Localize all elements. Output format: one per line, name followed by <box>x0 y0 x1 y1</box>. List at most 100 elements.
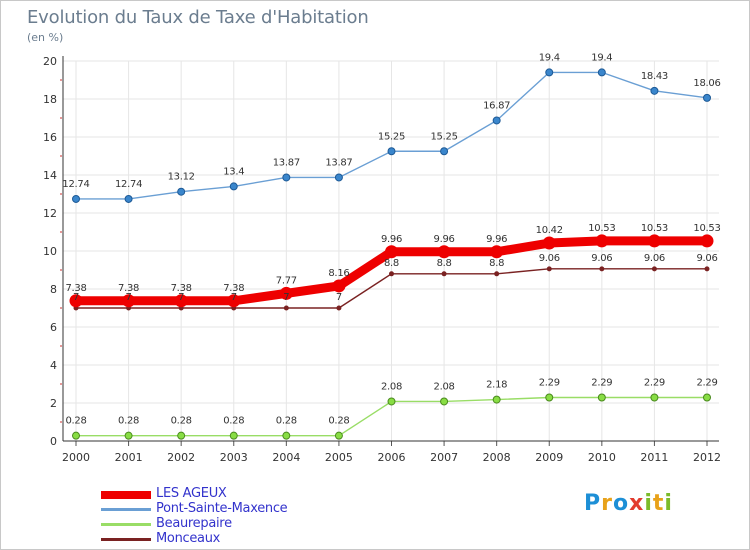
data-point <box>124 194 133 203</box>
data-point <box>124 431 133 440</box>
y-tick-label: 16 <box>43 131 57 144</box>
x-tick-label: 2001 <box>115 451 143 464</box>
x-tick-label: 2007 <box>430 451 458 464</box>
data-label: 2.29 <box>591 377 612 388</box>
legend-item-beaurepaire: Beaurepaire <box>101 516 361 531</box>
data-label: 18.43 <box>641 71 668 82</box>
data-label: 8.8 <box>437 258 452 269</box>
data-point <box>387 397 396 406</box>
legend-swatch <box>101 523 151 526</box>
data-label: 18.06 <box>693 78 720 89</box>
data-label: 9.06 <box>539 253 560 264</box>
data-point <box>441 271 447 277</box>
chart-title: Evolution du Taux de Taxe d'Habitation <box>27 7 369 28</box>
data-point <box>332 279 346 293</box>
data-point <box>599 266 605 272</box>
data-label: 0.28 <box>65 416 86 427</box>
data-label: 0.28 <box>276 416 297 427</box>
data-label: 19.4 <box>591 52 612 63</box>
legend-label: Monceaux <box>156 531 221 546</box>
data-label: 10.53 <box>693 223 720 234</box>
data-point <box>703 393 711 402</box>
data-point <box>177 431 186 440</box>
data-label: 7.38 <box>223 283 244 294</box>
legend-swatch <box>101 508 151 511</box>
data-label: 9.06 <box>591 253 612 264</box>
data-label: 0.28 <box>328 416 349 427</box>
data-label: 0.28 <box>223 416 244 427</box>
data-label: 7 <box>336 292 342 303</box>
x-tick-label: 2010 <box>588 451 616 464</box>
data-point <box>72 431 80 440</box>
legend-swatch <box>101 538 151 541</box>
x-tick-label: 2012 <box>693 451 721 464</box>
legend-item-les-ageux: LES AGEUX <box>101 486 361 501</box>
data-label: 12.74 <box>62 179 89 190</box>
legend-item-monceaux: Monceaux <box>101 531 361 546</box>
data-point <box>440 147 449 156</box>
data-label: 8.8 <box>489 258 504 269</box>
data-label: 7 <box>231 292 237 303</box>
data-point <box>283 305 289 311</box>
data-label: 8.8 <box>384 258 399 269</box>
data-point <box>597 393 606 402</box>
data-label: 0.28 <box>171 416 192 427</box>
data-label: 15.25 <box>431 131 458 142</box>
data-label: 7 <box>178 292 184 303</box>
data-label: 10.53 <box>588 223 615 234</box>
data-point <box>279 286 293 300</box>
data-point <box>542 236 556 250</box>
data-label: 8.16 <box>328 268 349 279</box>
data-point <box>651 266 657 272</box>
data-label: 10.42 <box>536 225 563 236</box>
data-point <box>492 116 501 125</box>
data-label: 2.18 <box>486 380 507 391</box>
data-point <box>647 234 661 248</box>
x-tick-label: 2000 <box>62 451 90 464</box>
data-label: 2.29 <box>539 377 560 388</box>
data-point <box>227 294 241 308</box>
data-point <box>703 93 711 102</box>
data-label: 15.25 <box>378 131 405 142</box>
data-point <box>597 68 606 77</box>
y-tick-label: 12 <box>43 207 57 220</box>
legend-item-pont-sainte-maxence: Pont-Sainte-Maxence <box>101 501 361 516</box>
y-tick-label: 14 <box>43 169 57 182</box>
y-tick-label: 6 <box>50 321 57 334</box>
data-point <box>650 86 659 95</box>
x-tick-label: 2011 <box>640 451 668 464</box>
x-tick-label: 2008 <box>483 451 511 464</box>
data-label: 12.74 <box>115 179 142 190</box>
data-label: 9.06 <box>696 253 717 264</box>
data-label: 2.08 <box>381 381 402 392</box>
data-point <box>389 271 394 277</box>
data-label: 2.29 <box>696 377 717 388</box>
data-point <box>650 393 659 402</box>
data-label: 13.87 <box>325 157 352 168</box>
data-label: 0.28 <box>118 416 139 427</box>
data-point <box>545 393 554 402</box>
data-label: 7.38 <box>171 283 192 294</box>
y-tick-label: 2 <box>50 397 57 410</box>
data-point <box>704 266 710 272</box>
data-point <box>174 294 188 308</box>
data-label: 2.08 <box>434 381 455 392</box>
x-tick-label: 2009 <box>535 451 563 464</box>
data-point <box>700 234 714 248</box>
data-label: 7.38 <box>118 283 139 294</box>
data-label: 2.29 <box>644 377 665 388</box>
x-tick-label: 2004 <box>272 451 300 464</box>
y-tick-label: 8 <box>50 283 57 296</box>
data-point <box>437 245 451 259</box>
y-tick-label: 18 <box>43 93 57 106</box>
y-tick-label: 4 <box>50 359 57 372</box>
data-label: 9.96 <box>486 234 507 245</box>
proxiti-logo: Proxiti <box>584 491 673 516</box>
data-label: 9.96 <box>434 234 455 245</box>
x-tick-label: 2006 <box>378 451 406 464</box>
data-point <box>334 431 343 440</box>
data-label: 13.12 <box>168 172 195 183</box>
data-point <box>494 271 500 277</box>
data-point <box>229 431 238 440</box>
